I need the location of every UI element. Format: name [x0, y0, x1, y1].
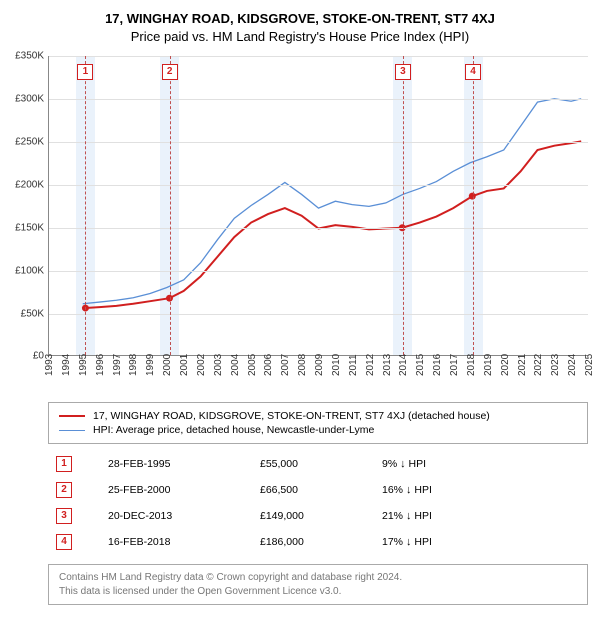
- x-tick-label: 2014: [398, 354, 409, 376]
- legend-swatch: [59, 415, 85, 417]
- x-tick-label: 2013: [382, 354, 393, 376]
- table-row: 2 25-FEB-2000£66,50016% ↓ HPI: [50, 478, 586, 502]
- gridline: [49, 99, 588, 100]
- y-tick-label: £250K: [15, 137, 44, 148]
- x-tick-label: 2004: [230, 354, 241, 376]
- x-tick-label: 2008: [297, 354, 308, 376]
- sale-diff: 21% ↓ HPI: [376, 504, 586, 528]
- sale-date: 28-FEB-1995: [102, 452, 252, 476]
- legend-row: 17, WINGHAY ROAD, KIDSGROVE, STOKE-ON-TR…: [59, 409, 577, 423]
- x-tick-label: 1997: [112, 354, 123, 376]
- series-hpi: [83, 99, 581, 304]
- sale-marker-box: 1: [77, 64, 93, 80]
- x-tick-label: 1998: [128, 354, 139, 376]
- x-tick-label: 2002: [196, 354, 207, 376]
- x-tick-label: 2007: [280, 354, 291, 376]
- table-row: 4 16-FEB-2018£186,00017% ↓ HPI: [50, 530, 586, 554]
- x-tick-label: 2018: [466, 354, 477, 376]
- x-tick-label: 2017: [449, 354, 460, 376]
- sale-price: £149,000: [254, 504, 374, 528]
- x-tick-label: 2001: [179, 354, 190, 376]
- x-tick-label: 1996: [95, 354, 106, 376]
- sale-number-box: 3: [56, 508, 72, 524]
- x-tick-label: 2009: [314, 354, 325, 376]
- x-tick-label: 2006: [263, 354, 274, 376]
- x-tick-label: 2022: [533, 354, 544, 376]
- x-tick-label: 2012: [365, 354, 376, 376]
- legend-label: 17, WINGHAY ROAD, KIDSGROVE, STOKE-ON-TR…: [93, 410, 490, 422]
- sale-diff: 17% ↓ HPI: [376, 530, 586, 554]
- sale-number-box: 4: [56, 534, 72, 550]
- x-tick-label: 2005: [247, 354, 258, 376]
- y-tick-label: £300K: [15, 94, 44, 105]
- sales-table: 128-FEB-1995£55,0009% ↓ HPI225-FEB-2000£…: [48, 450, 588, 556]
- gridline: [49, 185, 588, 186]
- y-tick-label: £350K: [15, 51, 44, 62]
- x-tick-label: 2000: [162, 354, 173, 376]
- y-tick-label: £0: [33, 351, 44, 362]
- x-tick-label: 2023: [550, 354, 561, 376]
- gridline: [49, 56, 588, 57]
- footer-line: Contains HM Land Registry data © Crown c…: [59, 571, 577, 585]
- x-tick-label: 2003: [213, 354, 224, 376]
- line-series-svg: [49, 56, 588, 355]
- gridline: [49, 271, 588, 272]
- legend-row: HPI: Average price, detached house, Newc…: [59, 423, 577, 437]
- x-tick-label: 2024: [567, 354, 578, 376]
- sale-number-box: 2: [56, 482, 72, 498]
- page-subtitle: Price paid vs. HM Land Registry's House …: [10, 28, 590, 46]
- plot-area: 1 2 3 4: [48, 56, 588, 356]
- legend-label: HPI: Average price, detached house, Newc…: [93, 424, 374, 436]
- y-tick-label: £150K: [15, 222, 44, 233]
- sale-date: 25-FEB-2000: [102, 478, 252, 502]
- x-axis: 1993199419951996199719981999200020012002…: [48, 358, 588, 394]
- sale-price: £186,000: [254, 530, 374, 554]
- table-row: 3 20-DEC-2013£149,00021% ↓ HPI: [50, 504, 586, 528]
- y-tick-label: £100K: [15, 265, 44, 276]
- page-title: 17, WINGHAY ROAD, KIDSGROVE, STOKE-ON-TR…: [10, 10, 590, 28]
- x-tick-label: 2025: [584, 354, 595, 376]
- x-tick-label: 1995: [78, 354, 89, 376]
- x-tick-label: 1999: [145, 354, 156, 376]
- x-tick-label: 1994: [61, 354, 72, 376]
- y-tick-label: £50K: [21, 308, 44, 319]
- gridline: [49, 314, 588, 315]
- x-tick-label: 1993: [44, 354, 55, 376]
- sale-date: 16-FEB-2018: [102, 530, 252, 554]
- x-tick-label: 2010: [331, 354, 342, 376]
- x-tick-label: 2021: [517, 354, 528, 376]
- sale-vline: [85, 56, 86, 355]
- footer-line: This data is licensed under the Open Gov…: [59, 585, 577, 599]
- sale-marker-box: 2: [162, 64, 178, 80]
- sale-price: £55,000: [254, 452, 374, 476]
- x-tick-label: 2019: [483, 354, 494, 376]
- x-tick-label: 2016: [432, 354, 443, 376]
- series-price_paid: [85, 142, 581, 309]
- sale-marker-box: 4: [465, 64, 481, 80]
- chart-container: £0£50K£100K£150K£200K£250K£300K£350K 123…: [10, 56, 590, 396]
- legend-swatch: [59, 430, 85, 431]
- sale-vline: [403, 56, 404, 355]
- attribution-footer: Contains HM Land Registry data © Crown c…: [48, 564, 588, 605]
- x-tick-label: 2015: [415, 354, 426, 376]
- table-row: 1 28-FEB-1995£55,0009% ↓ HPI: [50, 452, 586, 476]
- y-axis: £0£50K£100K£150K£200K£250K£300K£350K: [10, 56, 48, 356]
- sale-vline: [473, 56, 474, 355]
- legend: 17, WINGHAY ROAD, KIDSGROVE, STOKE-ON-TR…: [48, 402, 588, 444]
- sale-price: £66,500: [254, 478, 374, 502]
- gridline: [49, 142, 588, 143]
- sale-marker-box: 3: [395, 64, 411, 80]
- x-tick-label: 2011: [348, 355, 359, 377]
- sale-diff: 9% ↓ HPI: [376, 452, 586, 476]
- sale-vline: [170, 56, 171, 355]
- sale-date: 20-DEC-2013: [102, 504, 252, 528]
- gridline: [49, 228, 588, 229]
- sale-diff: 16% ↓ HPI: [376, 478, 586, 502]
- y-tick-label: £200K: [15, 179, 44, 190]
- sale-number-box: 1: [56, 456, 72, 472]
- x-tick-label: 2020: [500, 354, 511, 376]
